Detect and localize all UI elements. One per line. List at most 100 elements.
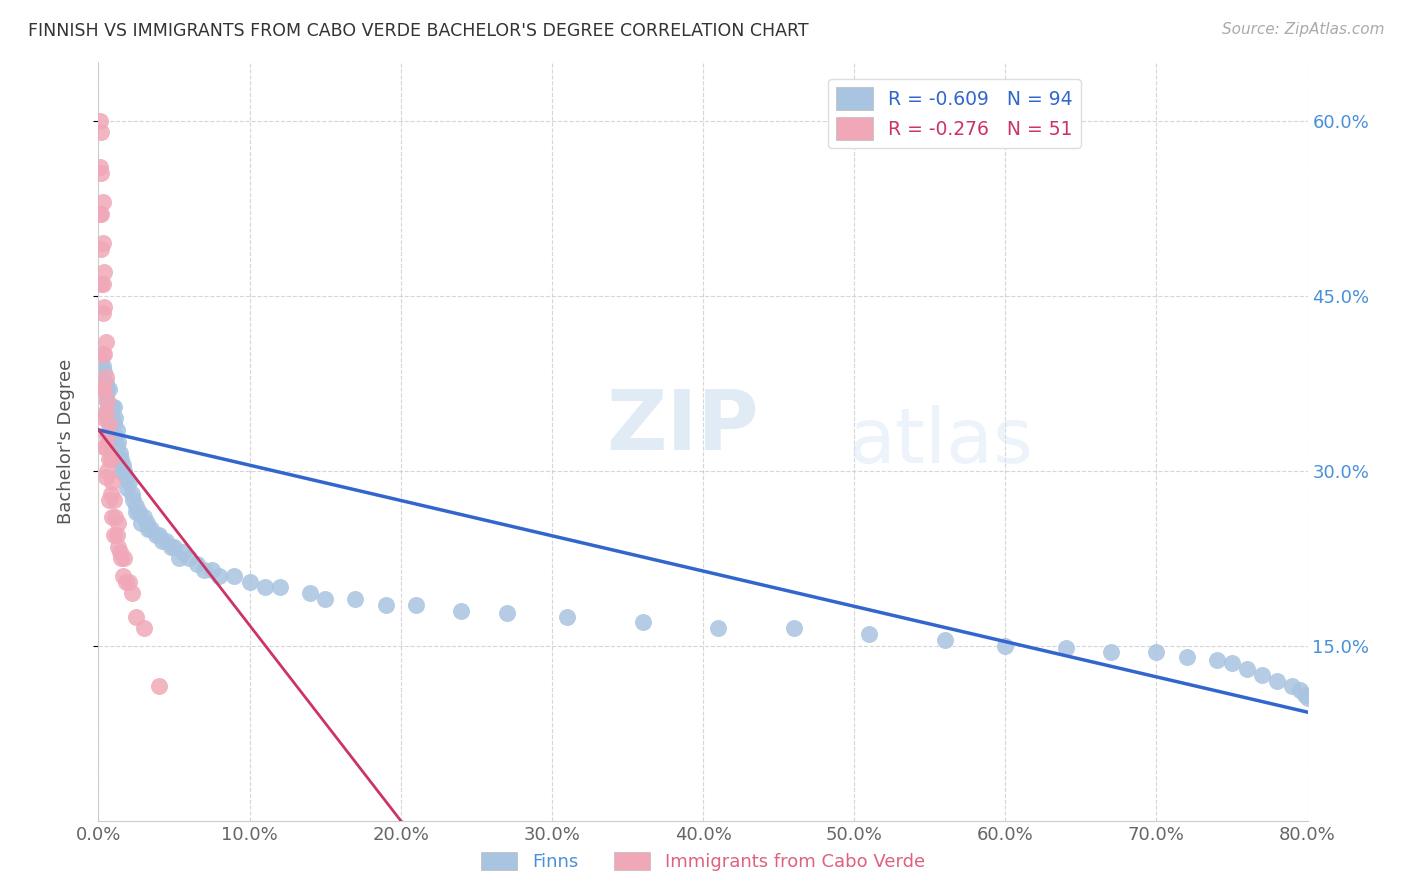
Point bbox=[1294, 688, 1316, 702]
Point bbox=[163, 540, 186, 554]
Point bbox=[115, 481, 138, 495]
Point bbox=[96, 393, 118, 408]
Text: Source: ZipAtlas.com: Source: ZipAtlas.com bbox=[1222, 22, 1385, 37]
Point bbox=[122, 492, 145, 507]
Point bbox=[96, 428, 118, 442]
Text: atlas: atlas bbox=[848, 405, 1033, 478]
Point bbox=[118, 475, 141, 490]
Point bbox=[125, 499, 148, 513]
Point bbox=[91, 277, 114, 291]
Point bbox=[89, 113, 111, 128]
Point bbox=[141, 522, 163, 536]
Point bbox=[450, 604, 472, 618]
Legend: Finns, Immigrants from Cabo Verde: Finns, Immigrants from Cabo Verde bbox=[474, 845, 932, 879]
Point bbox=[239, 574, 262, 589]
Point bbox=[94, 388, 117, 402]
Point bbox=[125, 609, 148, 624]
Point bbox=[103, 428, 125, 442]
Y-axis label: Bachelor's Degree: Bachelor's Degree bbox=[56, 359, 75, 524]
Point bbox=[98, 417, 121, 431]
Point bbox=[105, 441, 128, 455]
Point bbox=[107, 516, 129, 531]
Point bbox=[100, 400, 122, 414]
Point bbox=[405, 598, 427, 612]
Point bbox=[135, 516, 157, 531]
Point bbox=[93, 265, 115, 279]
Point bbox=[1236, 662, 1258, 676]
Point bbox=[224, 568, 246, 582]
Point bbox=[101, 400, 124, 414]
Point bbox=[91, 236, 114, 251]
Point bbox=[93, 411, 115, 425]
Point bbox=[98, 452, 121, 467]
Point bbox=[98, 423, 121, 437]
Point bbox=[111, 568, 134, 582]
Point bbox=[98, 434, 121, 449]
Point bbox=[104, 510, 127, 524]
Point bbox=[105, 528, 128, 542]
Point bbox=[91, 347, 114, 361]
Point bbox=[132, 621, 155, 635]
Point bbox=[94, 469, 117, 483]
Point bbox=[934, 632, 956, 647]
Point bbox=[1296, 691, 1319, 706]
Point bbox=[707, 621, 730, 635]
Point bbox=[94, 370, 117, 384]
Point bbox=[112, 551, 135, 566]
Point bbox=[160, 540, 183, 554]
Point bbox=[110, 464, 132, 478]
Point bbox=[269, 580, 291, 594]
Point bbox=[136, 522, 159, 536]
Point bbox=[103, 528, 125, 542]
Point bbox=[90, 352, 112, 367]
Point bbox=[96, 411, 118, 425]
Point bbox=[103, 441, 125, 455]
Point bbox=[93, 441, 115, 455]
Point bbox=[100, 428, 122, 442]
Point bbox=[93, 382, 115, 396]
Point bbox=[90, 277, 112, 291]
Point bbox=[110, 452, 132, 467]
Point bbox=[103, 417, 125, 431]
Point bbox=[94, 335, 117, 350]
Point bbox=[104, 411, 127, 425]
Point bbox=[208, 568, 231, 582]
Point bbox=[1267, 673, 1289, 688]
Point bbox=[112, 464, 135, 478]
Point bbox=[148, 680, 170, 694]
Point bbox=[98, 400, 121, 414]
Point bbox=[91, 376, 114, 391]
Point bbox=[107, 452, 129, 467]
Point bbox=[96, 464, 118, 478]
Point bbox=[129, 516, 152, 531]
Point bbox=[101, 428, 124, 442]
Point bbox=[91, 382, 114, 396]
Point bbox=[1251, 668, 1274, 682]
Point bbox=[104, 428, 127, 442]
Point bbox=[111, 458, 134, 472]
Point bbox=[167, 551, 190, 566]
Legend: R = -0.609   N = 94, R = -0.276   N = 51: R = -0.609 N = 94, R = -0.276 N = 51 bbox=[828, 79, 1081, 148]
Point bbox=[155, 533, 177, 548]
Point bbox=[344, 592, 367, 607]
Point bbox=[128, 504, 150, 518]
Point bbox=[93, 365, 115, 379]
Point bbox=[299, 586, 322, 600]
Point bbox=[100, 487, 122, 501]
Point bbox=[94, 405, 117, 419]
Point bbox=[1281, 680, 1303, 694]
Point bbox=[114, 469, 136, 483]
Point bbox=[110, 551, 132, 566]
Point bbox=[1144, 644, 1167, 658]
Point bbox=[94, 441, 117, 455]
Point bbox=[132, 510, 155, 524]
Point bbox=[91, 195, 114, 210]
Text: ZIP: ZIP bbox=[606, 386, 759, 467]
Point bbox=[93, 382, 115, 396]
Point bbox=[90, 166, 112, 180]
Point bbox=[89, 207, 111, 221]
Point bbox=[1099, 644, 1122, 658]
Point bbox=[1054, 640, 1077, 655]
Point bbox=[314, 592, 336, 607]
Point bbox=[1175, 650, 1198, 665]
